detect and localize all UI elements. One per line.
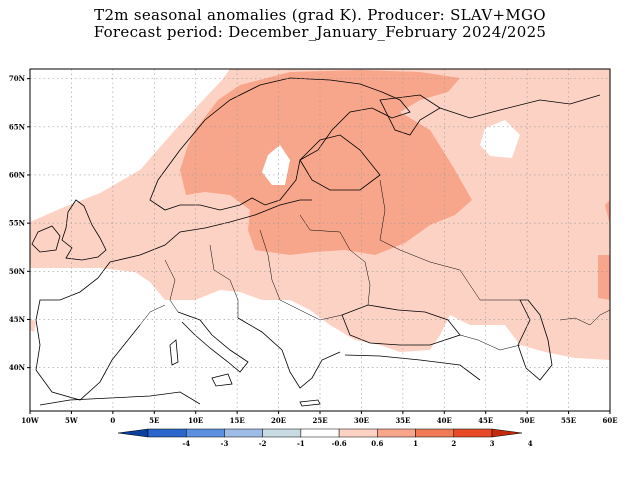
map-title-line1: T2m seasonal anomalies (grad K). Produce…	[94, 6, 546, 24]
iberia-coast	[35, 261, 141, 401]
colorbar-label: 2	[451, 439, 456, 448]
lat-label: 55N	[9, 219, 26, 228]
moderate-anomaly-area	[180, 70, 472, 255]
lon-label: 20E	[271, 416, 286, 425]
colorbar-label: -4	[182, 439, 190, 448]
colorbar-label: 4	[528, 439, 533, 448]
colorbar-label: -0.6	[332, 439, 347, 448]
sicily	[211, 373, 233, 387]
caspian-coast	[517, 299, 553, 381]
colorbar-segment	[147, 428, 187, 438]
ireland-coast	[31, 225, 61, 253]
lat-label: 45N	[9, 315, 26, 324]
lon-label: 30E	[354, 416, 369, 425]
colorbar-segment	[453, 428, 493, 438]
lon-label: 10W	[21, 416, 39, 425]
colorbar-right-arrow	[491, 428, 523, 438]
finland-coast	[299, 134, 381, 191]
lon-label: 25E	[312, 416, 327, 425]
moderate-anomaly-patch-ne	[605, 200, 610, 225]
lon-label: 40E	[437, 416, 452, 425]
lat-label: 65N	[9, 122, 26, 131]
lon-label: 45E	[478, 416, 493, 425]
lon-label: 50E	[520, 416, 535, 425]
lon-label: 60E	[602, 416, 617, 425]
crete	[299, 399, 321, 407]
longitude-labels: 10W 5W 0 5E 10E 15E 20E 25E 30E 35E 40E 45E 50E 55E 60…	[21, 411, 618, 425]
north-africa-coast	[39, 391, 201, 406]
colorbar-label: -2	[259, 439, 267, 448]
lat-label: 60N	[9, 170, 26, 179]
colorbar-segment	[185, 428, 225, 438]
colorbar-label: -3	[221, 439, 229, 448]
colorbar-label: 3	[490, 439, 495, 448]
italy-coast	[177, 311, 249, 373]
lon-label: 55E	[561, 416, 576, 425]
light-anomaly-patch-west	[30, 318, 36, 332]
lat-label: 40N	[9, 363, 26, 372]
colorbar-left-arrow	[117, 428, 149, 438]
lat-label: 70N	[9, 74, 26, 83]
lon-label: 10E	[188, 416, 203, 425]
colorbar-segment	[338, 428, 378, 438]
lon-label: 5E	[149, 416, 159, 425]
coastlines	[31, 77, 601, 407]
no-anomaly-patch-northeast	[480, 120, 520, 158]
moderate-anomaly-patch-east	[598, 255, 610, 300]
white-sea-coast	[379, 94, 441, 136]
colorbar-segment	[262, 428, 302, 438]
colorbar-segment	[377, 428, 416, 438]
lon-label: 35E	[395, 416, 410, 425]
lat-label: 50N	[9, 267, 26, 276]
corsica-sardinia	[169, 339, 179, 366]
turkey-coast	[344, 354, 481, 381]
arctic-coast	[439, 94, 601, 119]
colorbar-label: -1	[297, 439, 305, 448]
great-britain-coast	[61, 199, 107, 261]
colorbar-segment	[300, 428, 340, 438]
borders	[139, 179, 610, 351]
balkans-coast	[237, 317, 341, 389]
lon-label: 15E	[230, 416, 245, 425]
colorbar-label: 0.6	[371, 439, 383, 448]
colorbar-segment	[415, 428, 455, 438]
colorbar-segment	[224, 428, 263, 438]
lon-label: 0	[110, 416, 115, 425]
map-title-line2: Forecast period: December_January_Februa…	[93, 23, 547, 41]
scandinavia-coast	[149, 77, 411, 211]
colorbar: -4 -3 -2 -1 -0.6 0.6 1 2 3 4	[117, 428, 533, 448]
colorbar-label: 1	[413, 439, 418, 448]
continental-coast	[109, 199, 312, 263]
lon-label: 5W	[65, 416, 78, 425]
latitude-labels: 70N 65N 60N 55N 50N 45N 40N	[9, 74, 30, 372]
